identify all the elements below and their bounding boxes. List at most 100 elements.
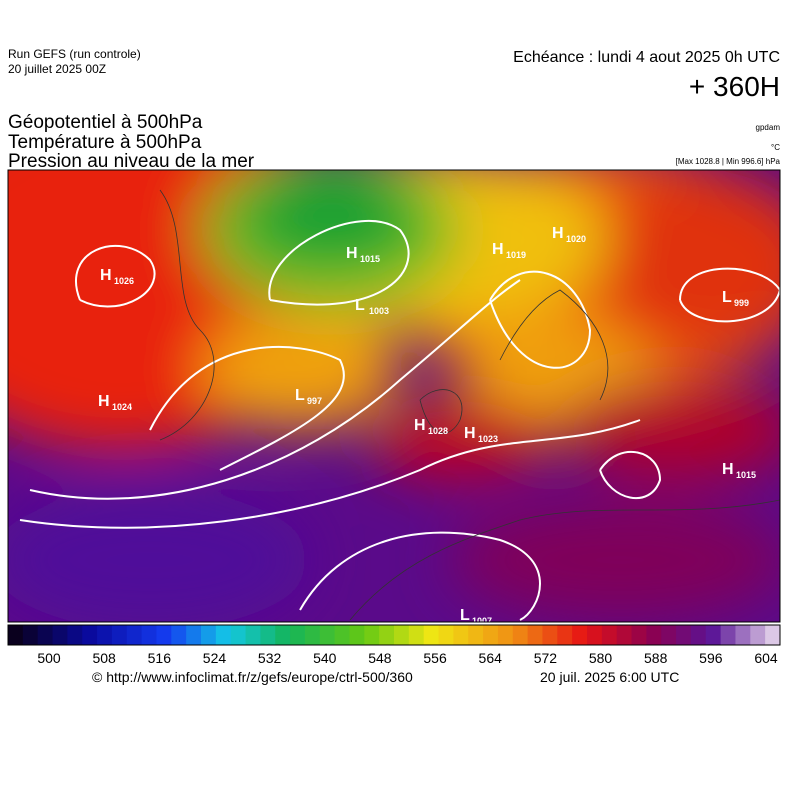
title-3: Pression au niveau de la mer [8, 151, 255, 172]
colorbar-swatch [527, 625, 543, 645]
colorbar-swatch [8, 625, 24, 645]
center-kind: H [414, 417, 426, 434]
colorbar-swatch [22, 625, 39, 645]
title-2: Température à 500hPa [8, 132, 202, 153]
center-value: 1015 [736, 470, 756, 480]
pressure-centers: H 1026 H 1015 L 1003 L 997 H 1019 H 1020… [98, 225, 756, 626]
colorbar-label: 516 [148, 650, 172, 666]
center-value: 1023 [478, 434, 498, 444]
colorbar-label: 580 [589, 650, 613, 666]
colorbar-label: 548 [368, 650, 392, 666]
colorbar-label: 524 [203, 650, 227, 666]
center-value: 1019 [506, 250, 526, 260]
colorbar-swatch [319, 625, 336, 645]
center-kind: H [100, 267, 112, 284]
map-frame [7, 169, 781, 623]
lead-time: + 360H [689, 71, 780, 102]
center-value: 999 [734, 298, 749, 308]
colorbar-swatch [245, 625, 261, 645]
colorbar-swatch [587, 625, 603, 645]
colorbar-swatch [483, 625, 499, 645]
colorbar-swatch [82, 625, 98, 645]
colorbar-swatch [423, 625, 440, 645]
center-value: 1028 [428, 426, 448, 436]
colorbar-swatch [468, 625, 484, 645]
colorbar-swatch [720, 625, 736, 645]
center-kind: L [722, 289, 732, 306]
center-kind: H [346, 245, 358, 262]
colorbar-label: 532 [258, 650, 282, 666]
colorbar-label: 556 [423, 650, 447, 666]
colorbar-swatch [497, 625, 514, 645]
run: Run GEFS (run controle) [8, 47, 141, 61]
center-kind: L [460, 607, 470, 624]
unit-temp: °C [771, 143, 780, 152]
colorbar-swatch [349, 625, 365, 645]
colorbar-label: 500 [37, 650, 61, 666]
center-value: 997 [307, 396, 322, 406]
map [8, 170, 780, 622]
colorbar-swatch [379, 625, 395, 645]
colorbar: 500 508 516 524 532 540 548 556 564 572 580 588 596 6… [7, 624, 781, 666]
colorbar-swatch [171, 625, 187, 645]
center-value: 1020 [566, 234, 586, 244]
colorbar-swatch [364, 625, 380, 645]
colorbar-swatch [765, 625, 781, 645]
colorbar-swatch [542, 625, 558, 645]
colorbar-swatch [616, 625, 633, 645]
colorbar-label: 564 [479, 650, 503, 666]
colorbar-swatch [646, 625, 662, 645]
colorbar-swatch [453, 625, 469, 645]
footer-url: © http://www.infoclimat.fr/z/gefs/europe… [92, 669, 413, 685]
colorbar-swatch [260, 625, 276, 645]
colorbar-swatch [601, 625, 618, 645]
center-kind: H [722, 461, 734, 478]
center-kind: H [492, 241, 504, 258]
run-date: 20 juillet 2025 00Z [8, 62, 106, 76]
colorbar-label: 588 [644, 650, 668, 666]
center-kind: H [464, 425, 476, 442]
center-kind: L [355, 297, 365, 314]
colorbar-swatch [572, 625, 588, 645]
center-value: 1007 [472, 616, 492, 626]
colorbar-label: 596 [699, 650, 723, 666]
colorbar-swatch [230, 625, 247, 645]
colorbar-swatch [67, 625, 83, 645]
colorbar-swatch [111, 625, 128, 645]
colorbar-swatch [512, 625, 529, 645]
colorbar-swatch [676, 625, 692, 645]
colorbar-swatch [438, 625, 454, 645]
center-value: 1024 [112, 402, 132, 412]
colorbar-swatch [750, 625, 766, 645]
colorbar-swatch [705, 625, 722, 645]
colorbar-swatch [52, 625, 68, 645]
colorbar-swatch [661, 625, 677, 645]
colorbar-swatch [334, 625, 350, 645]
colorbar-swatch [394, 625, 410, 645]
center-value: 1026 [114, 276, 134, 286]
colorbar-swatch [290, 625, 306, 645]
colorbar-label: 508 [92, 650, 116, 666]
title-1: Géopotentiel à 500hPa [8, 112, 203, 133]
colorbar-frame [7, 624, 781, 646]
colorbar-swatch [690, 625, 707, 645]
colorbar-swatch [156, 625, 172, 645]
colorbar-swatch [631, 625, 647, 645]
unit-pressure: [Max 1028.8 | Min 996.6] hPa [676, 157, 781, 166]
colorbar-label: 572 [534, 650, 558, 666]
center-kind: H [98, 393, 110, 410]
colorbar-swatch [201, 625, 217, 645]
colorbar-swatch [37, 625, 54, 645]
colorbar-swatch [141, 625, 157, 645]
colorbar-swatch [408, 625, 425, 645]
colorbar-swatch [304, 625, 321, 645]
colorbar-swatch [215, 625, 232, 645]
colorbar-label: 604 [754, 650, 778, 666]
colorbar-swatch [557, 625, 573, 645]
center-kind: H [552, 225, 564, 242]
echeance: Echéance : lundi 4 aout 2025 0h UTC [513, 49, 780, 66]
unit-gpdam: gpdam [756, 123, 781, 132]
colorbar-swatch [126, 625, 143, 645]
footer-time: 20 juil. 2025 6:00 UTC [540, 669, 679, 685]
